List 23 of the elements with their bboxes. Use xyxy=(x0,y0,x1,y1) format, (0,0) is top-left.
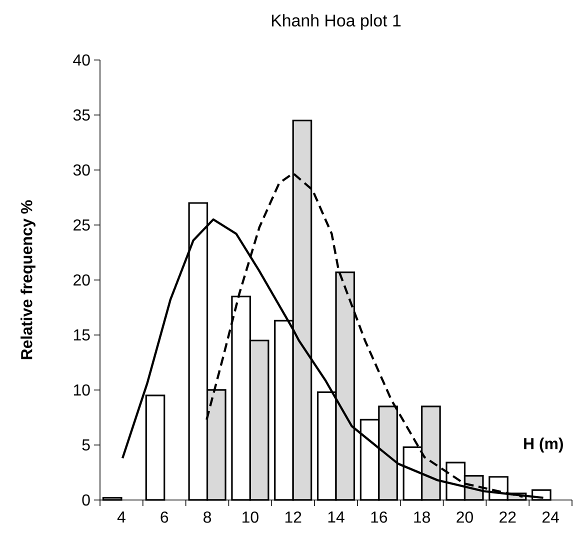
y-tick-label: 15 xyxy=(74,329,90,341)
y-tick-label: 25 xyxy=(74,219,90,231)
x-tick-label: 20 xyxy=(456,512,473,523)
y-tick-label: 10 xyxy=(74,384,90,396)
x-tick-label: 18 xyxy=(414,512,430,523)
x-tick-label: 8 xyxy=(204,512,212,523)
x-tick-label: 6 xyxy=(160,512,168,523)
chart-title: Khanh Hoa plot 1 xyxy=(272,14,401,30)
x-tick-label: 14 xyxy=(328,512,344,522)
x-axis-title: H (m) xyxy=(524,438,563,452)
y-tick-label: 5 xyxy=(82,439,90,451)
x-tick-label: 10 xyxy=(242,512,258,523)
x-tick-label: 4 xyxy=(117,512,126,522)
x-tick-label: 24 xyxy=(542,512,559,523)
x-tick-label: 16 xyxy=(371,512,388,523)
x-tick-label: 22 xyxy=(500,512,516,523)
y-tick-label: 30 xyxy=(73,164,90,176)
y-tick-label: 20 xyxy=(74,274,90,286)
y-tick-label: 40 xyxy=(73,54,90,66)
x-tick-label: 12 xyxy=(285,512,302,523)
y-axis-title: Relative frequency % xyxy=(20,200,36,360)
y-tick-label: 0 xyxy=(82,494,90,506)
y-tick-label: 35 xyxy=(73,109,90,121)
